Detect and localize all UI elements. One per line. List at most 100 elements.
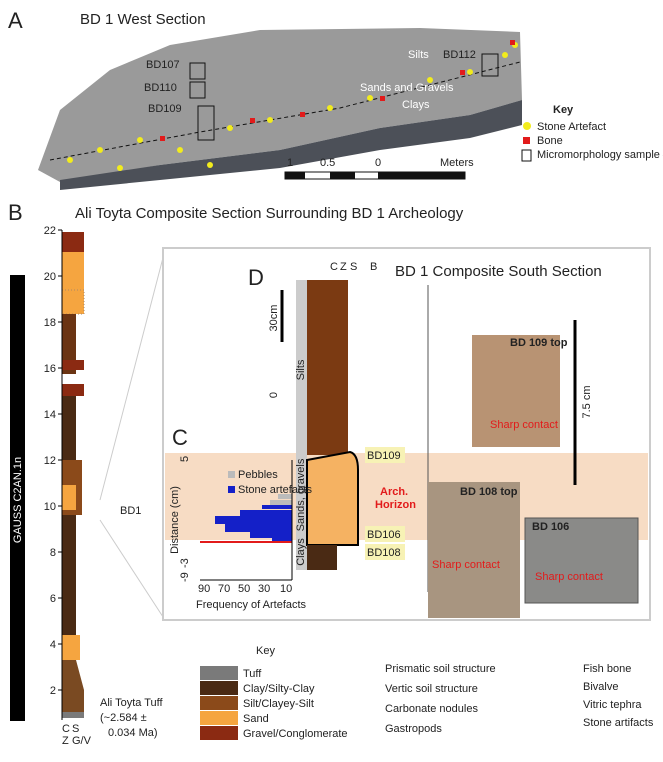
depth-tick-label: 14 xyxy=(44,409,56,421)
zoom-lines xyxy=(100,250,165,620)
sample-label: BD110 xyxy=(144,82,177,94)
key-label: Stone Artefact xyxy=(537,121,606,133)
horizon-label: Horizon xyxy=(375,499,416,511)
key-swatch xyxy=(200,696,238,710)
unit-sand xyxy=(62,635,80,660)
key-label: Tuff xyxy=(243,668,262,680)
key-label: Gravel/Conglomerate xyxy=(243,728,348,740)
site-label: BD1 xyxy=(120,505,141,517)
tick-label: 30 xyxy=(258,583,270,595)
key-swatch xyxy=(200,681,238,695)
legend-label: Stone artefacts xyxy=(238,484,312,496)
key-title: Key xyxy=(256,645,275,657)
key-swatch xyxy=(200,726,238,740)
sample-label: BD112 xyxy=(443,49,476,61)
col-label: C xyxy=(62,723,70,735)
scale-label: 0 xyxy=(375,157,381,169)
key-title: Key xyxy=(553,104,574,116)
unit-clay xyxy=(307,545,337,570)
depth-tick-label: 4 xyxy=(50,639,56,651)
col-label: S xyxy=(350,261,357,273)
tick-label: -9 xyxy=(179,572,191,582)
unit-gravel xyxy=(62,232,84,252)
depth-tick-label: 8 xyxy=(50,547,56,559)
unit-silt xyxy=(307,280,348,455)
sample-label: BD106 xyxy=(367,529,401,541)
tick-label: 70 xyxy=(218,583,230,595)
key-label: Sand xyxy=(243,713,269,725)
col-label: G/V xyxy=(72,735,92,747)
panel-letter: A xyxy=(8,8,23,33)
key-label: Fish bone xyxy=(583,663,631,675)
sample-label: BD107 xyxy=(146,59,180,71)
photo-note: Sharp contact xyxy=(490,419,558,431)
unit-sand xyxy=(62,485,76,510)
depth-tick-label: 10 xyxy=(44,501,56,513)
key-label: Gastropods xyxy=(385,723,442,735)
figure: A BD 1 West Section BD107 BD110 BD109 BD… xyxy=(0,0,663,762)
depth-tick-label: 16 xyxy=(44,363,56,375)
panel-title: BD 1 Composite South Section xyxy=(395,263,602,280)
unit-label: Silts xyxy=(295,359,307,380)
chron-label: GAUSS C2AN.1n xyxy=(12,457,24,543)
legend-swatch xyxy=(228,486,235,493)
scale-label: 1 xyxy=(287,157,293,169)
legend-label: Pebbles xyxy=(238,469,278,481)
scale-bar xyxy=(330,172,355,179)
key-label: Carbonate nodules xyxy=(385,703,478,715)
sample-label: BD109 xyxy=(148,103,182,115)
panel-title: BD 1 West Section xyxy=(80,11,206,28)
unit-clay xyxy=(62,515,76,635)
depth-tick-label: 2 xyxy=(50,685,56,697)
axis-label: Frequency of Artefacts xyxy=(196,599,307,611)
unit-tuff xyxy=(62,712,84,718)
depth-tick-label: 20 xyxy=(44,271,56,283)
legend-swatch xyxy=(228,471,235,478)
photo-scale-label: 7.5 cm xyxy=(581,385,593,418)
unit-label: Silts xyxy=(408,49,429,61)
photo-label: BD 108 top xyxy=(460,486,518,498)
tick-label: 10 xyxy=(280,583,292,595)
scale-label: Meters xyxy=(440,157,474,169)
tick-label: 50 xyxy=(238,583,250,595)
tick-label: 5 xyxy=(179,456,191,462)
depth-tick-label: 18 xyxy=(44,317,56,329)
col-label: Z xyxy=(340,261,347,273)
unit-label: Sands and Gravels xyxy=(360,82,454,94)
key-label: Bone xyxy=(537,135,563,147)
scale-bar xyxy=(285,172,305,179)
axis-label: Distance (cm) xyxy=(169,486,181,554)
unit-gravel xyxy=(62,360,84,370)
key-label: Micromorphology sample # xyxy=(537,149,663,161)
scale-label: 0.5 xyxy=(320,157,335,169)
key-label: Clay/Silty-Clay xyxy=(243,683,315,695)
tuff-label: 0.034 Ma) xyxy=(108,727,158,739)
scale-label: 30cm xyxy=(268,305,280,332)
unit-clay xyxy=(62,396,76,460)
tick-label: 90 xyxy=(198,583,210,595)
photo-label: BD 109 top xyxy=(510,337,568,349)
tuff-label: (~2.584 ± xyxy=(100,712,147,724)
key-label: Stone artifacts xyxy=(583,717,654,729)
photo-note: Sharp contact xyxy=(535,571,603,583)
key-swatch xyxy=(200,711,238,725)
photo-label: BD 106 xyxy=(532,521,569,533)
unit-label: Clays xyxy=(295,538,307,566)
col-label: C xyxy=(330,261,338,273)
col-label: Z xyxy=(62,735,69,747)
panel-title: Ali Toyta Composite Section Surrounding … xyxy=(75,205,464,222)
sample-label: BD109 xyxy=(367,450,401,462)
depth-tick-label: 22 xyxy=(44,225,56,237)
panel-letter: C xyxy=(172,425,188,450)
col-label: B xyxy=(370,261,377,273)
key-label: Silt/Clayey-Silt xyxy=(243,698,314,710)
key-swatch xyxy=(523,122,531,130)
depth-tick-label: 12 xyxy=(44,455,56,467)
tuff-label: Ali Toyta Tuff xyxy=(100,697,164,709)
unit-sand xyxy=(307,452,358,545)
sample-label: BD108 xyxy=(367,547,401,559)
key-label: Prismatic soil structure xyxy=(385,663,496,675)
key-label: Vitric tephra xyxy=(583,699,642,711)
unit-gravel xyxy=(62,384,84,396)
horizon-label: Arch. xyxy=(380,486,408,498)
